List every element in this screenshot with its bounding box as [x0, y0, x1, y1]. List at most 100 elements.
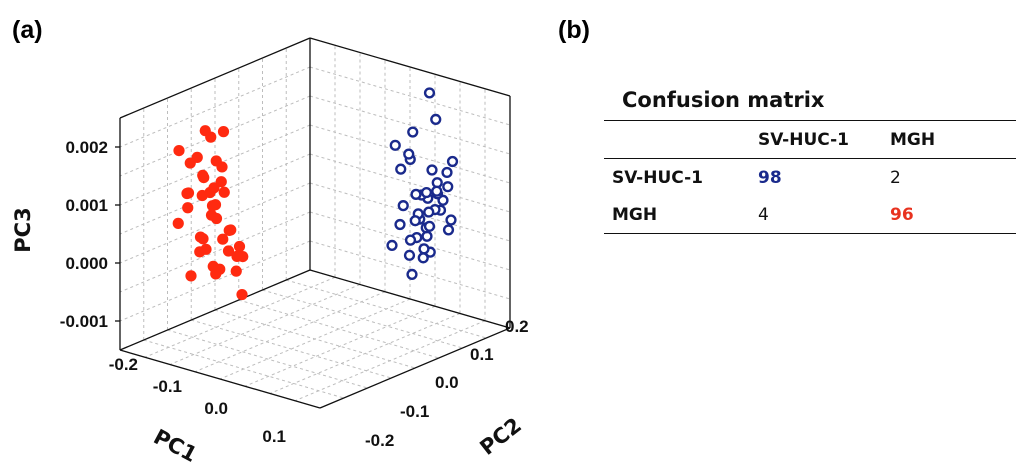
sv-huc-1-point — [406, 268, 418, 281]
mgh-point — [215, 176, 227, 188]
pc3-tick-label: 0.000 — [65, 254, 108, 273]
matrix-cell-true-positive: 96 — [890, 196, 1016, 234]
matrix-row-mgh: MGH 4 96 — [604, 196, 1016, 234]
mgh-point — [210, 212, 223, 225]
mgh-point — [185, 270, 197, 282]
pc2-tick-label: -0.1 — [400, 402, 429, 421]
sv-huc-1-point — [431, 185, 443, 197]
mgh-point — [217, 126, 230, 138]
pc2-tick-label: -0.2 — [365, 431, 394, 450]
gridline — [143, 339, 344, 399]
sv-huc-1-point — [407, 126, 419, 138]
pc3-tick-label: -0.001 — [60, 312, 108, 331]
mgh-point — [214, 263, 226, 275]
mgh-point — [216, 161, 228, 173]
mgh-point — [196, 189, 208, 202]
mgh-point — [237, 251, 249, 263]
pc2-axis-title: PC2 — [475, 413, 526, 460]
sv-huc-1-point — [420, 186, 433, 199]
mgh-point — [233, 240, 246, 253]
pc3-tick-label: 0.001 — [65, 196, 108, 215]
gridline — [119, 240, 311, 322]
gridline — [262, 289, 463, 349]
pc1-axis-title: PC1 — [150, 425, 201, 468]
sv-huc-1-point — [397, 200, 409, 212]
gridline — [191, 319, 392, 379]
sv-huc-1-point — [403, 249, 416, 261]
pc2-axis-line — [319, 327, 511, 409]
sv-huc-1-point — [446, 155, 459, 168]
mgh-point — [217, 233, 229, 245]
pc1-tick-label: -0.2 — [109, 355, 138, 374]
sv-huc-1-point — [410, 188, 422, 200]
pc1-tick-label: -0.1 — [153, 377, 182, 396]
pc1-axis-line — [119, 349, 321, 409]
matrix-cell: 2 — [890, 167, 901, 188]
gridline — [309, 95, 511, 155]
mgh-point — [184, 157, 196, 169]
matrix-col-header-mgh: MGH — [890, 120, 1016, 159]
pc1-tick-label: 0.0 — [204, 399, 228, 418]
pc2-tick-label: 0.0 — [435, 373, 459, 392]
matrix-row-label: SV-HUC-1 — [612, 167, 704, 188]
matrix-cell-true-positive: 98 — [758, 167, 782, 188]
sv-huc-1-point — [423, 220, 436, 232]
mgh-point — [198, 172, 210, 184]
mgh-point — [206, 200, 219, 212]
gridline — [167, 329, 368, 389]
axis-layer — [115, 37, 511, 409]
right-top-edge — [309, 37, 511, 97]
pc3-axis-title: PC3 — [11, 207, 35, 252]
gridline — [119, 211, 311, 293]
sv-huc-1-point — [418, 243, 430, 255]
floor-left-edge — [119, 269, 311, 351]
mgh-point — [222, 245, 235, 257]
sv-huc-1-point — [404, 234, 417, 246]
mgh-point — [194, 246, 206, 258]
sv-huc-1-point — [441, 166, 453, 179]
left-top-edge — [119, 37, 311, 119]
sv-huc-1-point — [395, 163, 407, 175]
confusion-matrix-table: SV-HUC-1 MGH SV-HUC-1 98 2 MGH 4 96 — [604, 120, 1016, 234]
sv-huc-1-point — [389, 139, 401, 151]
sv-huc-1-point — [423, 206, 435, 218]
sv-huc-1-point — [423, 87, 436, 99]
gridline — [119, 66, 311, 148]
sv-huc-1-point — [386, 239, 398, 252]
mgh-point — [223, 224, 235, 237]
sv-huc-1-point — [403, 148, 415, 160]
gridline — [219, 298, 411, 380]
sv-huc-1-point — [426, 164, 438, 176]
sv-huc-1-point — [442, 181, 454, 193]
matrix-col-header-sv-huc-1: SV-HUC-1 — [758, 120, 890, 159]
pc2-tick-label: 0.2 — [505, 317, 529, 336]
sv-huc-1-point — [409, 215, 421, 227]
gridline — [238, 299, 439, 359]
gridline — [309, 66, 511, 126]
matrix-cell: 4 — [758, 196, 890, 234]
panel-b-label: (b) — [558, 16, 590, 44]
gridline — [269, 313, 461, 394]
sv-huc-1-point — [394, 218, 406, 231]
mgh-point — [199, 125, 211, 137]
mgh-point — [236, 288, 248, 301]
mgh-point — [181, 187, 193, 200]
sv-huc-1-point — [417, 252, 429, 264]
mgh-point — [173, 145, 185, 157]
sv-huc-1-point — [442, 224, 455, 236]
pc1-tick-label: 0.1 — [262, 427, 286, 446]
pc3-tick-label: 0.002 — [65, 138, 108, 157]
mgh-point — [172, 217, 184, 229]
mgh-point — [218, 186, 230, 198]
data-points — [172, 87, 459, 301]
sv-huc-1-point — [445, 214, 457, 226]
matrix-row-sv-huc-1: SV-HUC-1 98 2 — [604, 159, 1016, 197]
confusion-matrix-title: Confusion matrix — [622, 88, 825, 112]
mgh-point — [230, 265, 242, 277]
matrix-row-label: MGH — [604, 196, 758, 234]
floor-back-edge — [309, 269, 511, 329]
pc2-tick-label: 0.1 — [470, 345, 494, 364]
matrix-header-row: SV-HUC-1 MGH — [604, 120, 1016, 159]
